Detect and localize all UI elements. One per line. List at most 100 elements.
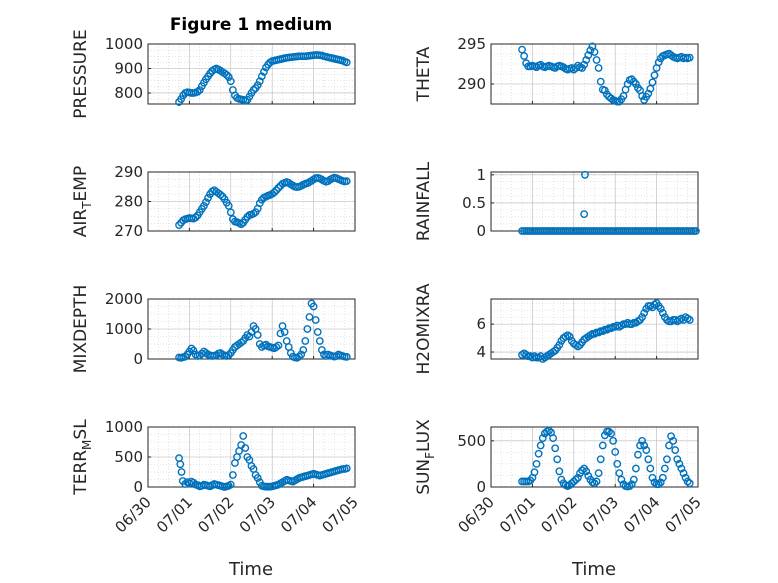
y-tick-label: 290 [114,163,143,181]
data-point [640,441,649,450]
data-point [590,48,599,56]
y-tick-label: 290 [457,75,486,93]
axes-border [147,298,356,360]
data-point [685,479,694,488]
y-tick-label: 500 [457,432,486,450]
data-point [617,475,626,484]
data-series [518,170,700,235]
axes-border [147,426,356,488]
data-point [342,464,351,473]
data-point [297,350,306,359]
data-point [224,73,233,81]
data-point [571,475,580,484]
data-point [228,471,237,479]
data-point [299,346,308,354]
data-series [175,432,351,491]
data-point [295,352,304,361]
y-tick-label: 0 [133,350,143,368]
data-point [632,80,640,88]
y-tick-label: 0.5 [462,194,486,212]
data-point [675,460,684,468]
data-point [270,188,279,197]
data-point [634,450,642,459]
data-point [584,51,593,60]
data-point [224,351,233,359]
y-tick-label: 900 [114,59,143,77]
y-tick-label: 2000 [105,290,143,308]
data-point [629,475,638,484]
data-point [605,427,613,436]
data-point [578,466,586,475]
y-axis-label: H2OMIXRA [414,283,434,374]
data-point [309,302,318,311]
y-axis-label: AIRTEMP [71,166,94,237]
data-point [199,202,208,210]
y-tick-label: 280 [114,193,143,211]
data-point [644,455,653,464]
y-tick-label: 270 [114,222,143,240]
subplot-theta: 290 295 THETA [414,35,699,106]
data-point [609,436,618,445]
data-point [644,89,653,98]
data-series [518,299,694,363]
data-point [189,346,198,355]
data-point [685,53,694,62]
data-point [534,449,543,458]
data-point [301,337,310,345]
subplot-mixdepth: 0 1000 2000 MIXDEPTH [71,285,356,374]
data-point [520,52,529,60]
data-point [253,474,262,482]
data-point [632,464,640,473]
data-point [274,184,283,192]
data-point [538,434,547,442]
subplot-h2omixra: 4 6 H2OMIXRA [414,283,699,375]
data-point [654,58,663,67]
data-point [669,436,678,445]
y-tick-label: 1000 [105,320,143,338]
data-point [553,455,562,464]
data-point [611,448,620,456]
y-tick-label: 1 [476,166,486,184]
data-point [565,332,574,341]
y-axis-label: MIXDEPTH [71,285,91,374]
y-tick-label: 6 [476,315,486,333]
data-point [545,426,553,435]
data-point [274,341,283,350]
data-point [202,198,210,206]
y-axis-label: RAINFALL [414,161,434,241]
data-point [679,469,688,478]
data-point [253,81,262,90]
data-series [518,42,694,106]
data-point [257,72,266,81]
data-point [342,177,351,186]
axes-border [490,298,699,360]
data-point [594,64,603,72]
data-point [636,441,644,450]
data-point [598,441,607,450]
data-point [551,444,560,453]
y-axis-label: TERRMSL [71,419,94,496]
data-point [574,473,582,482]
data-point [590,479,599,488]
data-point [683,477,692,486]
data-point [677,464,686,473]
data-point [243,212,252,221]
data-point [311,316,320,324]
data-point [313,328,322,336]
data-point [342,352,351,361]
data-point [665,441,673,450]
data-point [549,434,557,442]
data-point [226,77,235,86]
data-point [658,309,667,317]
axes-frame [490,171,699,232]
data-point [582,56,591,64]
data-point [627,480,636,489]
figure-title: Figure 1 medium [170,15,332,35]
data-point [663,455,671,464]
data-point [648,473,657,482]
data-point [596,455,605,464]
data-point [594,469,603,478]
data-point [239,432,248,440]
y-tick-label: 4 [476,343,486,361]
